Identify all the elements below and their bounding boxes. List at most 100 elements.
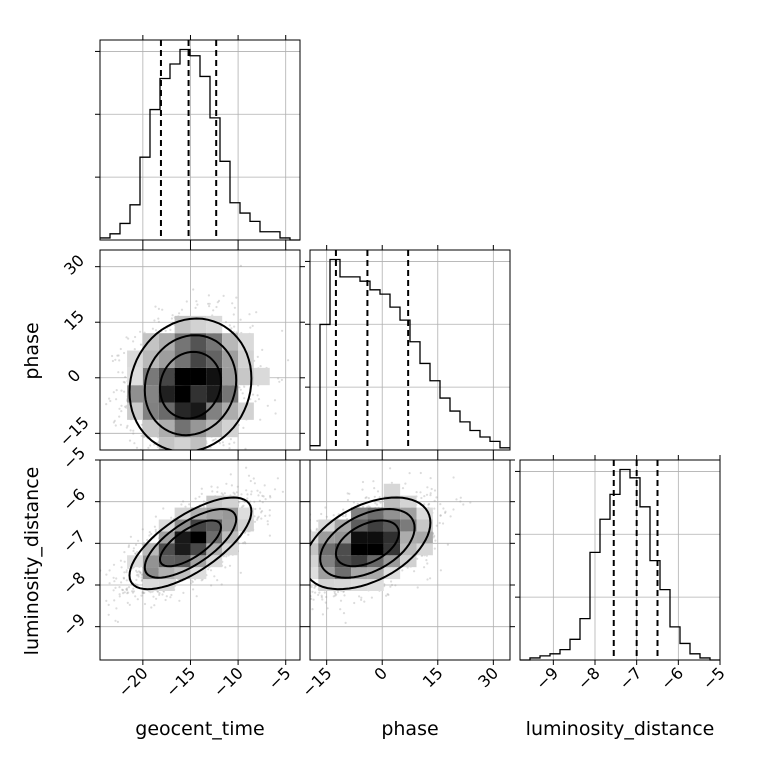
scatter-point xyxy=(216,579,219,582)
density-cell xyxy=(158,555,175,568)
scatter-point xyxy=(154,476,156,478)
scatter-point xyxy=(200,492,203,495)
density-cell xyxy=(174,367,191,386)
scatter-point xyxy=(220,492,223,495)
scatter-point xyxy=(426,486,429,489)
scatter-point xyxy=(264,514,267,518)
density-cell xyxy=(174,555,191,568)
density-cell xyxy=(190,350,207,368)
scatter-point xyxy=(385,594,388,597)
density-cell xyxy=(142,567,159,580)
scatter-point xyxy=(136,471,138,473)
scatter-point xyxy=(225,482,228,485)
scatter-point xyxy=(109,399,112,403)
scatter-point xyxy=(112,589,115,592)
scatter-point xyxy=(239,318,242,321)
scatter-point xyxy=(120,389,123,392)
scatter-point xyxy=(243,397,246,400)
density-cell xyxy=(222,543,239,556)
scatter-point xyxy=(153,443,156,446)
scatter-point xyxy=(127,566,130,570)
scatter-point xyxy=(208,305,211,308)
density-cell xyxy=(206,367,223,386)
scatter-point xyxy=(339,599,343,602)
scatter-point xyxy=(134,583,137,586)
scatter-point xyxy=(137,570,141,573)
scatter-point xyxy=(230,484,233,487)
scatter-point xyxy=(408,472,411,475)
panel-hist-geocent_time xyxy=(95,35,301,245)
scatter-point xyxy=(446,543,449,546)
scatter-point xyxy=(235,491,238,494)
contour-level-0 xyxy=(158,519,223,568)
scatter-point xyxy=(133,442,136,445)
scatter-point xyxy=(244,542,247,545)
scatter-point xyxy=(123,551,126,554)
scatter-point xyxy=(134,595,137,598)
scatter-point xyxy=(389,585,392,588)
scatter-point xyxy=(315,527,318,530)
scatter-point xyxy=(362,505,365,508)
scatter-point xyxy=(273,488,277,491)
scatter-point xyxy=(344,515,347,518)
scatter-point xyxy=(390,481,393,484)
scatter-point xyxy=(120,581,123,584)
scatter-point xyxy=(253,500,256,503)
scatter-point xyxy=(332,595,335,598)
scatter-point xyxy=(233,441,236,444)
scatter-point xyxy=(178,599,181,602)
scatter-point xyxy=(296,593,298,595)
density-cell xyxy=(190,385,207,403)
scatter-point xyxy=(287,359,290,362)
scatter-point xyxy=(127,545,130,549)
scatter-point xyxy=(170,516,173,519)
scatter-point xyxy=(250,493,253,496)
scatter-point xyxy=(125,569,128,572)
scatter-point xyxy=(200,487,203,490)
density-cell xyxy=(158,531,175,544)
scatter-point xyxy=(158,592,161,595)
scatter-point xyxy=(165,455,167,457)
scatter-point xyxy=(324,601,327,604)
scatter-point xyxy=(224,566,227,569)
density-cell xyxy=(142,543,159,556)
scatter-point xyxy=(120,410,123,413)
scatter-point xyxy=(243,531,246,534)
scatter-point xyxy=(261,494,264,497)
scatter-point xyxy=(171,314,174,317)
scatter-point xyxy=(211,490,214,493)
scatter-point xyxy=(184,505,187,508)
scatter-point xyxy=(242,504,245,507)
scatter-point xyxy=(256,516,259,520)
scatter-point xyxy=(240,493,243,496)
scatter-point xyxy=(332,514,335,517)
scatter-point xyxy=(361,480,365,484)
scatter-point xyxy=(252,477,255,480)
scatter-point xyxy=(209,569,213,572)
scatter-point xyxy=(143,591,146,595)
scatter-point xyxy=(311,608,314,611)
scatter-point xyxy=(302,601,304,603)
density-cell xyxy=(174,402,191,420)
scatter-point xyxy=(256,518,259,521)
scatter-point xyxy=(247,474,251,477)
scatter-point xyxy=(280,378,283,381)
scatter-point xyxy=(149,591,152,594)
scatter-point xyxy=(132,432,135,435)
scatter-point xyxy=(348,492,351,495)
scatter-point xyxy=(158,593,161,597)
scatter-point xyxy=(107,603,110,607)
scatter-point xyxy=(125,588,128,591)
density-cell xyxy=(238,367,254,386)
scatter-point xyxy=(92,586,94,588)
scatter-point xyxy=(216,301,219,304)
density-cell xyxy=(190,315,207,334)
density-cell xyxy=(206,543,223,556)
scatter-point xyxy=(141,591,144,595)
scatter-point xyxy=(105,599,108,603)
scatter-point xyxy=(251,324,254,327)
scatter-point xyxy=(334,594,337,597)
scatter-point xyxy=(164,598,167,602)
scatter-point xyxy=(228,324,231,327)
scatter-point xyxy=(253,482,256,485)
